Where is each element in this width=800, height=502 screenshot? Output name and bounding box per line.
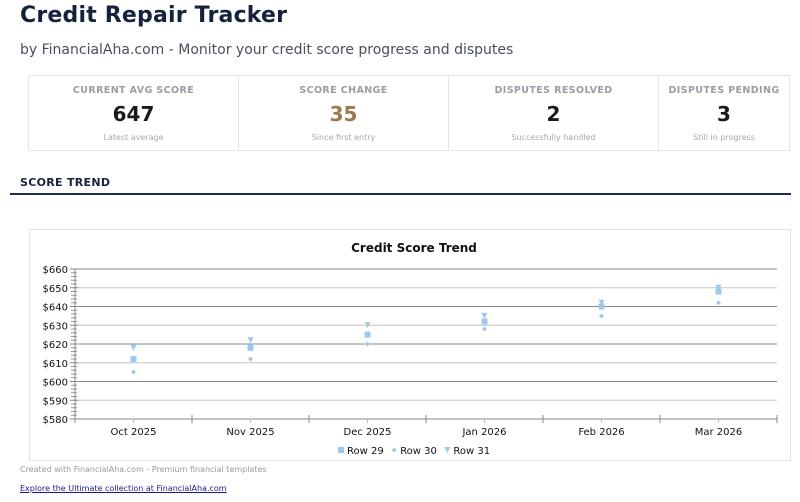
x-tick-label: Mar 2026 (695, 427, 743, 438)
stat-label: CURRENT AVG SCORE (72, 85, 195, 96)
data-point (247, 344, 254, 351)
footer-link[interactable]: Explore the Ultimate collection at Finan… (20, 484, 227, 493)
data-point (482, 326, 487, 332)
data-point (598, 299, 605, 306)
page-title: Credit Repair Tracker (20, 3, 288, 28)
data-point (715, 288, 722, 295)
y-tick-label: $600 (43, 378, 68, 389)
data-point (130, 356, 137, 362)
data-point (131, 369, 136, 375)
data-point (364, 322, 371, 329)
data-point (444, 447, 451, 453)
x-tick-label: Nov 2025 (226, 427, 274, 438)
data-point (391, 447, 397, 453)
stat-caption: Still in progress (693, 133, 755, 142)
data-point (248, 356, 253, 362)
data-point (130, 344, 137, 351)
stat-label: SCORE CHANGE (299, 85, 388, 96)
legend-item: Row 30 (400, 446, 437, 457)
y-tick-label: $660 (43, 265, 68, 276)
y-tick-label: $640 (43, 303, 68, 314)
stat-value: 3 (717, 102, 731, 126)
data-point (365, 341, 370, 347)
data-point (481, 318, 488, 325)
data-point (598, 303, 605, 310)
chart-canvas: Credit Score Trend $580 $590 $600 $610 $620 $6… (43, 241, 778, 457)
stat-current-avg-score: CURRENT AVG SCORE 647 Latest average (29, 76, 239, 150)
section-title: SCORE TREND (20, 176, 111, 189)
y-tick-label: $620 (43, 340, 68, 351)
data-point (715, 284, 722, 291)
stat-value: 2 (546, 102, 561, 126)
footer-note: Created with FinancialAha.com - Premium … (20, 465, 267, 474)
stat-label: DISPUTES RESOLVED (494, 85, 613, 96)
y-tick-label: $580 (43, 415, 68, 426)
legend-item: Row 29 (347, 446, 384, 457)
stat-caption: Since first entry (311, 133, 376, 142)
stat-value: 35 (329, 102, 358, 126)
data-point (247, 337, 254, 344)
data-point (364, 331, 371, 338)
stats-panel: CURRENT AVG SCORE 647 Latest average SCO… (28, 75, 790, 151)
stat-disputes-pending: DISPUTES PENDING 3 Still in progress (659, 76, 789, 150)
x-tick-label: Jan 2026 (461, 427, 506, 438)
data-point (716, 300, 721, 306)
legend-item: Row 31 (453, 446, 490, 457)
data-point (599, 313, 604, 319)
section-divider (10, 193, 791, 195)
stat-label: DISPUTES PENDING (668, 85, 780, 96)
stat-caption: Successfully handled (511, 133, 596, 142)
page-subtitle: by FinancialAha.com - Monitor your credi… (20, 42, 514, 58)
x-tick-label: Dec 2025 (344, 427, 392, 438)
y-tick-label: $610 (43, 359, 68, 370)
y-tick-label: $650 (43, 284, 68, 295)
y-tick-label: $630 (43, 321, 68, 332)
stat-caption: Latest average (103, 133, 164, 142)
stat-score-change: SCORE CHANGE 35 Since first entry (239, 76, 449, 150)
stat-disputes-resolved: DISPUTES RESOLVED 2 Successfully handled (449, 76, 659, 150)
y-tick-label: $590 (43, 396, 68, 407)
x-tick-label: Oct 2025 (111, 427, 157, 438)
stat-value: 647 (112, 102, 155, 126)
x-tick-label: Feb 2026 (578, 427, 624, 438)
data-point (338, 447, 344, 453)
score-trend-chart: Credit Score Trend $580 $590 $600 $610 $620 $6… (29, 229, 791, 461)
chart-title: Credit Score Trend (351, 241, 477, 255)
data-point (481, 312, 488, 319)
